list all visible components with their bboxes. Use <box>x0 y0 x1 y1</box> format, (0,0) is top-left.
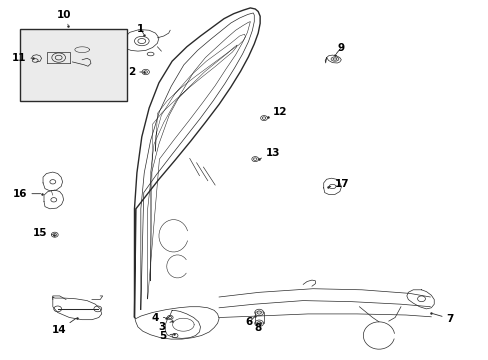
Text: 12: 12 <box>267 107 286 117</box>
Text: 3: 3 <box>159 322 171 332</box>
Text: 13: 13 <box>260 148 280 158</box>
Text: 15: 15 <box>33 228 52 238</box>
Text: 1: 1 <box>137 24 144 34</box>
Text: 9: 9 <box>336 42 344 54</box>
Text: 11: 11 <box>12 53 32 63</box>
Text: 6: 6 <box>245 317 254 327</box>
Text: 5: 5 <box>159 330 172 341</box>
Text: 14: 14 <box>51 318 76 336</box>
Text: 2: 2 <box>128 67 142 77</box>
Text: 8: 8 <box>254 323 261 333</box>
Text: 16: 16 <box>13 189 41 199</box>
Text: 4: 4 <box>151 312 164 323</box>
Bar <box>20 29 127 101</box>
Text: 7: 7 <box>432 314 453 324</box>
Text: 10: 10 <box>57 10 72 24</box>
Text: 17: 17 <box>328 179 349 189</box>
